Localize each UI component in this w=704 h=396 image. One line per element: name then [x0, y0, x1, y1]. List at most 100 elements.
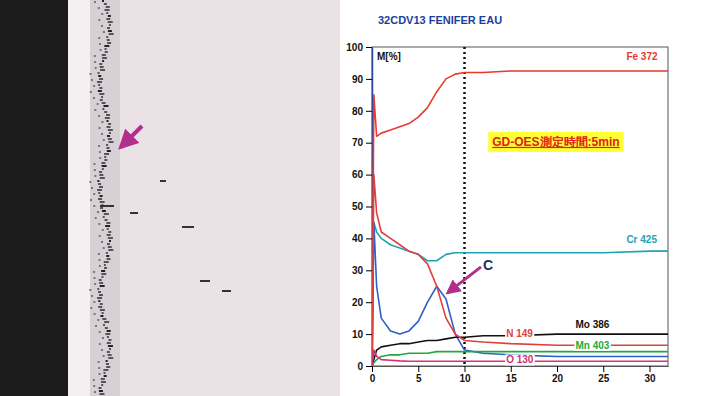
photo-light-band — [68, 0, 90, 396]
photo-inclusion — [130, 212, 138, 214]
series-label: Mn 403 — [575, 340, 611, 351]
photo-grain — [101, 270, 105, 272]
photo-grain — [109, 141, 114, 143]
y-axis-title: M[%] — [377, 51, 401, 62]
photo-grain — [106, 114, 110, 116]
photo-grain — [99, 390, 103, 392]
photo-grain — [103, 216, 105, 218]
photo-grain — [103, 355, 105, 357]
photo-grain — [98, 291, 101, 293]
photo-grain — [100, 66, 104, 68]
photo-grain — [103, 105, 108, 107]
tick-label: 0 — [370, 373, 376, 384]
photo-grain — [100, 99, 103, 101]
photo-grain — [109, 33, 114, 35]
photo-grain — [104, 3, 107, 5]
photo-grain — [106, 255, 109, 257]
photo-grain — [100, 69, 105, 71]
photo-grain — [102, 168, 104, 170]
photo-grain — [102, 57, 107, 59]
photo-grain — [101, 273, 106, 275]
photo-grain — [107, 258, 111, 260]
tick-mark — [603, 366, 604, 372]
x-tick: 10 — [459, 366, 471, 384]
photo-grain — [108, 138, 112, 140]
photo-grain — [95, 217, 97, 219]
photo-grain — [94, 1, 96, 3]
photo-grain — [98, 223, 100, 225]
y-tick: 0 — [357, 361, 372, 372]
photo-grain — [105, 219, 108, 221]
photo-grain — [101, 384, 103, 386]
photo-grain — [104, 261, 109, 263]
micrograph — [0, 0, 340, 396]
x-tick: 20 — [552, 366, 564, 384]
label-patch — [505, 354, 535, 365]
photo-grain — [108, 129, 113, 131]
photo-grain — [108, 354, 112, 356]
photo-grain — [102, 121, 104, 123]
series-label: C — [482, 257, 494, 273]
photo-grain — [99, 259, 101, 261]
photo-grain — [93, 163, 95, 165]
series-label: O 130 — [505, 354, 535, 365]
photo-grain — [98, 84, 100, 86]
photo-grain — [93, 301, 95, 303]
photo-grain — [99, 87, 102, 89]
tick-label: 50 — [352, 201, 364, 212]
photo-grain — [106, 144, 108, 146]
photo-grain — [107, 351, 110, 353]
label-patch — [575, 340, 611, 351]
label-patch — [575, 319, 611, 330]
photo-grain — [101, 133, 103, 135]
tick-mark — [372, 366, 373, 372]
photo-grain — [93, 379, 95, 381]
photo-grain — [102, 108, 104, 110]
tick-mark — [650, 366, 651, 372]
chart-title: 32CDV13 FENIFER EAU — [378, 14, 502, 26]
photo-grain — [98, 72, 100, 74]
photo-grain — [107, 39, 110, 41]
tick-label: 5 — [416, 373, 422, 384]
photo-grain — [107, 150, 111, 152]
photo-grain — [107, 330, 111, 332]
photo-grain — [99, 171, 102, 173]
photo-grain — [95, 325, 97, 327]
tick-mark — [511, 366, 512, 372]
photo-grain — [101, 378, 105, 380]
y-tick: 10 — [352, 329, 372, 340]
photo-grain — [98, 253, 100, 255]
photo-grain — [105, 117, 110, 119]
photo-grain — [107, 147, 110, 149]
photo-grain — [107, 342, 111, 344]
photo-grain — [109, 348, 111, 350]
photo-grain — [93, 97, 95, 99]
photo-grain — [102, 337, 104, 339]
tick-mark — [366, 302, 372, 303]
photo-grain — [94, 109, 96, 111]
label-patch — [482, 257, 494, 273]
photo-grain — [101, 13, 103, 15]
photo-grain — [94, 391, 96, 393]
photo-grain — [104, 213, 109, 215]
photo-grain — [108, 15, 111, 17]
y-tick: 20 — [352, 297, 372, 308]
photo-grain — [107, 228, 109, 230]
photo-grain — [107, 243, 110, 245]
photo-grain — [99, 343, 101, 345]
photo-grain — [97, 288, 99, 290]
x-tick: 5 — [416, 366, 422, 384]
photo-grain — [103, 247, 105, 249]
photo-grain — [98, 90, 102, 92]
photo-grain — [105, 225, 110, 227]
photo-grain — [100, 195, 103, 197]
photo-grain — [101, 349, 103, 351]
photo-grain — [109, 24, 111, 26]
plot-marks — [372, 47, 668, 366]
photo-grain — [90, 199, 92, 201]
photo-grain — [99, 265, 101, 267]
tick-mark — [366, 366, 372, 367]
photo-grain — [94, 169, 96, 171]
photo-grain — [99, 186, 103, 188]
photo-grain — [99, 127, 101, 129]
